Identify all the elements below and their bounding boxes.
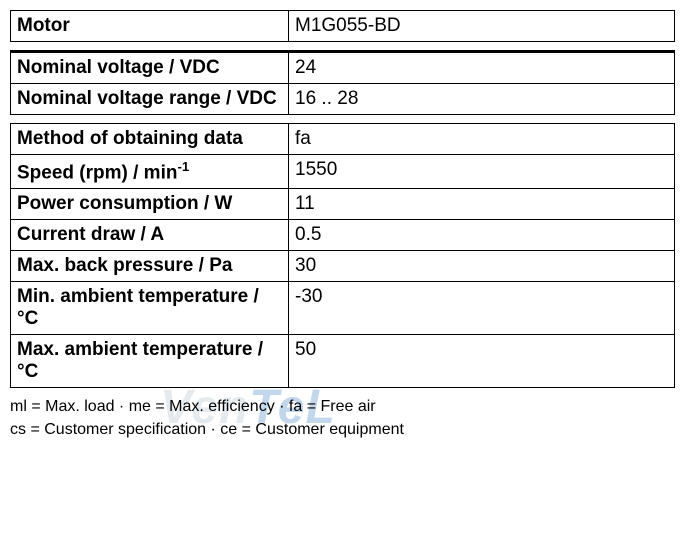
table-row: Power consumption / W 11 xyxy=(11,189,675,220)
table-row: Nominal voltage / VDC 24 xyxy=(11,52,675,84)
cell-label: Speed (rpm) / min-1 xyxy=(11,155,289,189)
table-row: Speed (rpm) / min-1 1550 xyxy=(11,155,675,189)
cell-label: Current draw / A xyxy=(11,220,289,251)
table-row: Max. ambient temperature / °C 50 xyxy=(11,335,675,388)
cell-label: Nominal voltage / VDC xyxy=(11,52,289,84)
cell-value: 0.5 xyxy=(289,220,675,251)
table-row: Min. ambient temperature / °C -30 xyxy=(11,282,675,335)
cell-value: 30 xyxy=(289,251,675,282)
cell-label: Max. ambient temperature / °C xyxy=(11,335,289,388)
specs-table: Method of obtaining data fa Speed (rpm) … xyxy=(10,123,675,388)
cell-value: 11 xyxy=(289,189,675,220)
cell-value: 24 xyxy=(289,52,675,84)
voltage-table: Nominal voltage / VDC 24 Nominal voltage… xyxy=(10,50,675,115)
cell-value: 50 xyxy=(289,335,675,388)
footnote-line: ml = Max. load · me = Max. efficiency · … xyxy=(10,396,684,418)
table-row: Method of obtaining data fa xyxy=(11,124,675,155)
cell-label: Max. back pressure / Pa xyxy=(11,251,289,282)
footnotes: ml = Max. load · me = Max. efficiency · … xyxy=(10,396,684,441)
table-row: Max. back pressure / Pa 30 xyxy=(11,251,675,282)
table-row: Current draw / A 0.5 xyxy=(11,220,675,251)
cell-value: 1550 xyxy=(289,155,675,189)
motor-table: Motor M1G055-BD xyxy=(10,10,675,42)
cell-label: Nominal voltage range / VDC xyxy=(11,84,289,115)
cell-label: Motor xyxy=(11,11,289,42)
footnote-line: cs = Customer specification · ce = Custo… xyxy=(10,419,684,441)
cell-value: 16 .. 28 xyxy=(289,84,675,115)
cell-label: Min. ambient temperature / °C xyxy=(11,282,289,335)
table-row: Motor M1G055-BD xyxy=(11,11,675,42)
cell-label: Method of obtaining data xyxy=(11,124,289,155)
cell-value: fa xyxy=(289,124,675,155)
cell-label: Power consumption / W xyxy=(11,189,289,220)
cell-value: -30 xyxy=(289,282,675,335)
table-row: Nominal voltage range / VDC 16 .. 28 xyxy=(11,84,675,115)
cell-value: M1G055-BD xyxy=(289,11,675,42)
